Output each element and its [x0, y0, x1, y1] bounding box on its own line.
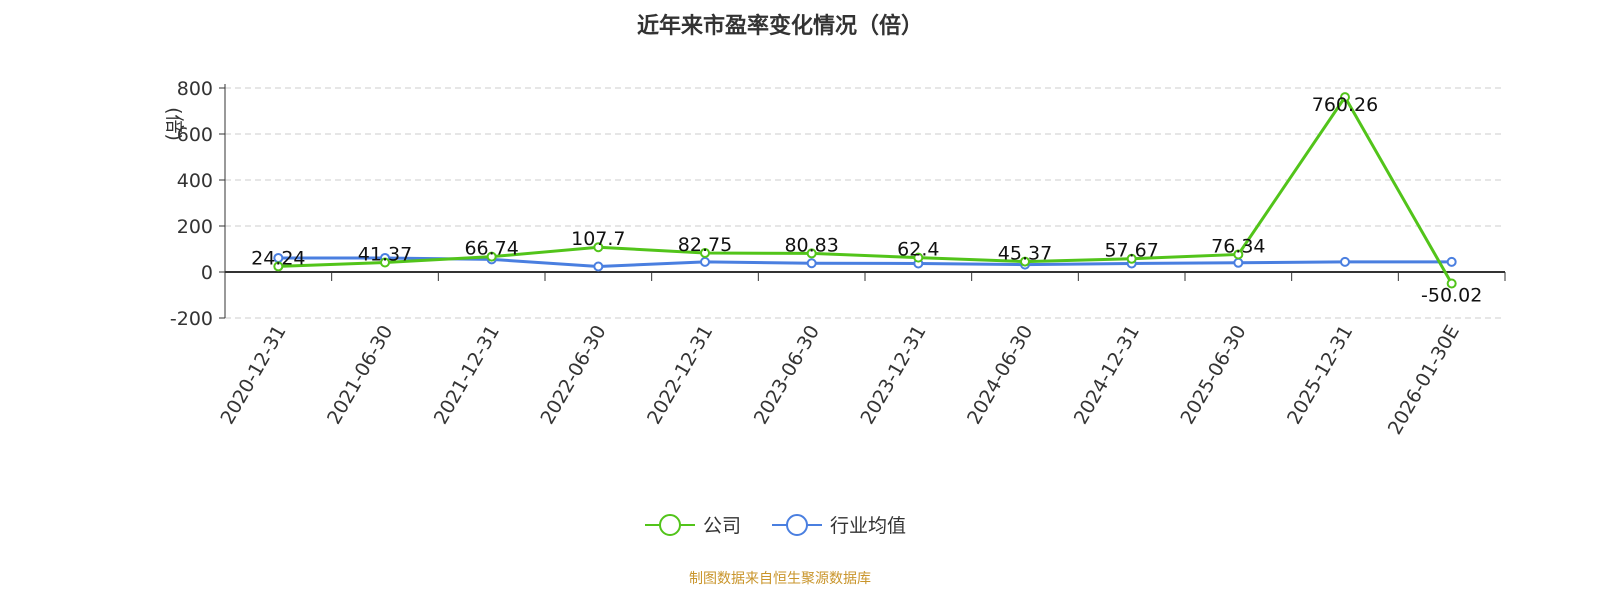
data-point [913, 252, 924, 263]
data-label: 24.24 [251, 247, 305, 269]
legend-label: 行业均值 [830, 515, 906, 537]
x-tick-label: 2022-06-30 [536, 322, 610, 429]
data-point [1340, 256, 1350, 267]
data-label: 41.37 [358, 243, 412, 265]
y-tick-label: 200 [177, 216, 213, 238]
y-axis-label: (倍) [163, 107, 185, 141]
data-label: 82.75 [678, 234, 732, 256]
data-label: -50.02 [1421, 285, 1482, 307]
chart-title: 近年来市盈率变化情况（倍） [636, 14, 923, 39]
data-point [486, 251, 497, 262]
x-tick-label: 2024-06-30 [963, 322, 1037, 429]
data-point [593, 261, 604, 272]
legend-marker [786, 514, 808, 536]
data-point [1126, 253, 1137, 264]
x-tick-label: 2025-12-31 [1283, 322, 1357, 429]
source-note: 制图数据来自恒生聚源数据库 [689, 571, 871, 587]
series-line-0 [278, 94, 1453, 285]
data-label: 760.26 [1312, 94, 1378, 116]
data-label: 76.34 [1211, 235, 1265, 257]
y-tick-label: 600 [177, 124, 213, 146]
data-point [593, 242, 604, 253]
legend-label: 公司 [703, 515, 741, 537]
data-point [700, 247, 710, 258]
x-tick-label: 2020-12-31 [216, 322, 290, 429]
data-point [806, 248, 817, 259]
data-label: 45.37 [998, 243, 1052, 265]
data-point [380, 257, 390, 268]
data-point [1233, 257, 1244, 268]
data-point [700, 256, 710, 267]
data-point [1233, 249, 1244, 260]
data-point [1340, 92, 1350, 103]
data-point [806, 258, 817, 269]
data-point [1446, 256, 1457, 267]
x-tick-label: 2023-06-30 [750, 322, 824, 429]
data-label: 57.67 [1104, 240, 1158, 262]
y-tick-label: 0 [201, 262, 213, 284]
x-tick-label: 2021-06-30 [323, 322, 397, 429]
legend-marker [659, 514, 681, 536]
x-tick-label: 2023-12-31 [856, 321, 930, 428]
data-label: 80.83 [784, 234, 838, 256]
x-tick-label: 2021-12-31 [430, 321, 504, 428]
y-tick-label: 800 [177, 78, 213, 100]
x-tick-label: 2022-12-31 [643, 322, 717, 429]
data-point [273, 261, 284, 272]
x-tick-label: 2025-06-30 [1176, 322, 1250, 429]
data-label: 62.4 [897, 239, 939, 261]
y-tick-label: 400 [177, 170, 213, 192]
data-label: 107.7 [571, 228, 625, 250]
y-tick-label: -200 [170, 308, 213, 330]
data-label: 66.74 [464, 238, 518, 260]
x-tick-label: 2024-12-31 [1070, 322, 1144, 429]
x-tick-label: 2026-01-30E [1384, 322, 1464, 439]
data-point [1446, 278, 1457, 289]
data-point [1020, 256, 1030, 267]
